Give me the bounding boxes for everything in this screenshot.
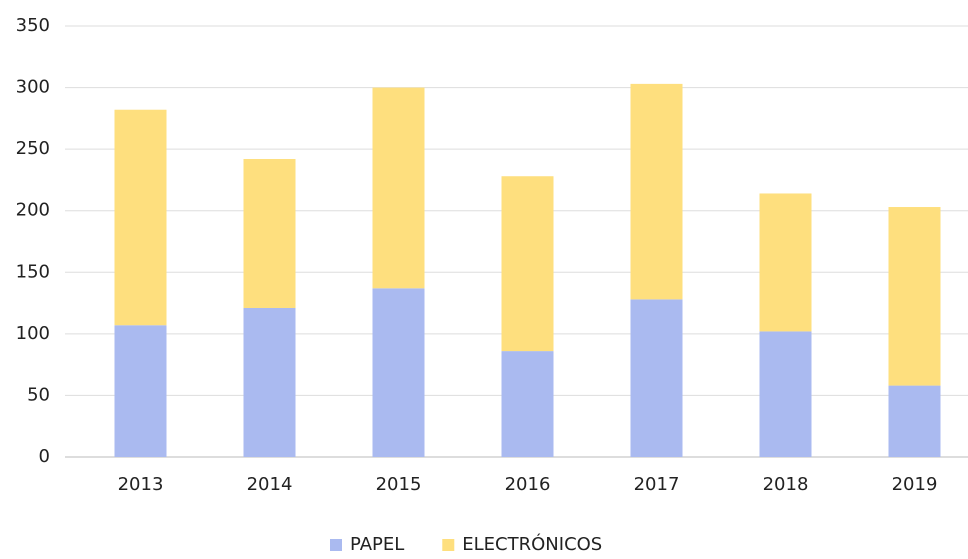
y-tick-label: 50 — [27, 384, 50, 405]
bar-segment — [759, 193, 812, 332]
x-tick-label: 2017 — [634, 474, 680, 495]
y-tick-label: 250 — [16, 138, 50, 159]
bar-segment — [501, 351, 554, 457]
x-tick-label: 2016 — [505, 474, 551, 495]
y-tick-label: 200 — [16, 200, 50, 221]
bar-segment — [243, 307, 296, 457]
bar-segment — [372, 87, 425, 289]
y-tick-label: 100 — [16, 323, 50, 344]
bar-segment — [501, 176, 554, 352]
y-tick-label: 150 — [16, 261, 50, 282]
legend-label: PAPEL — [350, 534, 404, 555]
legend-swatch — [330, 539, 342, 551]
bar-segment — [114, 325, 167, 457]
x-tick-label: 2014 — [247, 474, 293, 495]
bar-segment — [759, 331, 812, 457]
bar-segment — [243, 158, 296, 308]
bar-segment — [630, 83, 683, 300]
legend-label: ELECTRÓNICOS — [462, 533, 602, 555]
x-tick-label: 2018 — [763, 474, 809, 495]
y-tick-label: 0 — [39, 446, 50, 467]
bar-segment — [888, 207, 941, 386]
x-tick-label: 2015 — [376, 474, 422, 495]
bar-segment — [372, 288, 425, 457]
bar-segment — [888, 385, 941, 457]
y-tick-label: 300 — [16, 77, 50, 98]
x-tick-label: 2013 — [118, 474, 164, 495]
x-tick-label: 2019 — [892, 474, 938, 495]
y-tick-label: 350 — [16, 15, 50, 36]
bar-segment — [114, 109, 167, 326]
bar-segment — [630, 299, 683, 457]
legend-swatch — [442, 539, 455, 551]
